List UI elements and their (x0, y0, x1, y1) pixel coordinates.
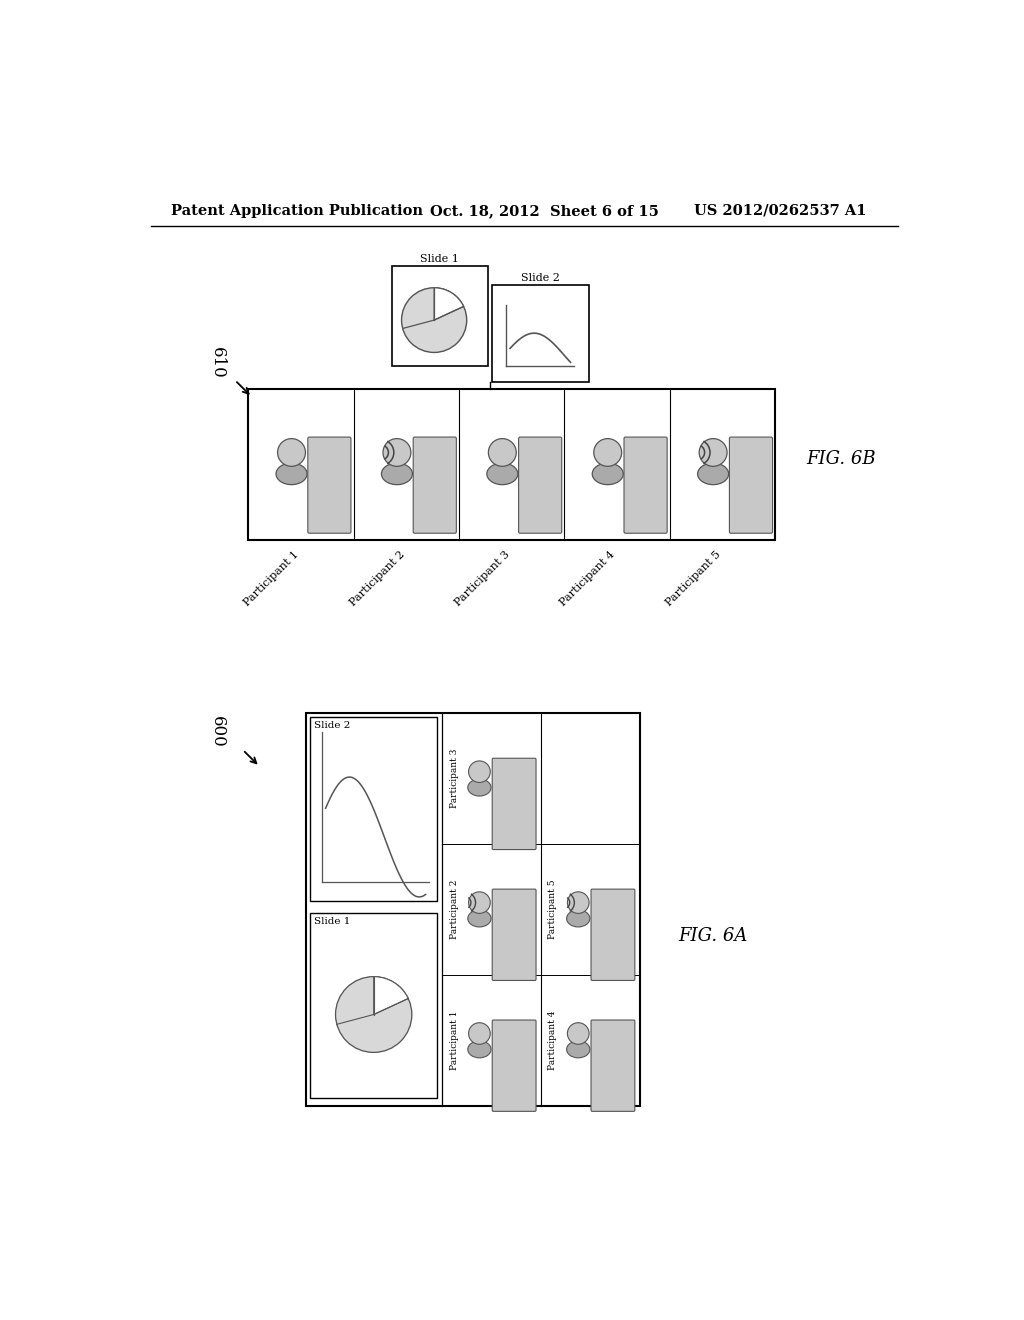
Ellipse shape (276, 463, 307, 484)
Text: FIG. 6B: FIG. 6B (806, 450, 876, 467)
Text: FIG. 6A: FIG. 6A (678, 927, 748, 945)
Ellipse shape (566, 1041, 590, 1057)
Ellipse shape (592, 463, 624, 484)
Circle shape (383, 438, 411, 466)
Text: Slide 1: Slide 1 (314, 917, 350, 925)
Text: US 2012/0262537 A1: US 2012/0262537 A1 (693, 203, 866, 218)
Ellipse shape (697, 463, 729, 484)
Bar (310, 717, 437, 902)
Ellipse shape (381, 463, 413, 484)
Ellipse shape (468, 779, 492, 796)
Text: Oct. 18, 2012  Sheet 6 of 15: Oct. 18, 2012 Sheet 6 of 15 (430, 203, 659, 218)
Text: Slide 2: Slide 2 (314, 721, 350, 730)
Text: Slide 2: Slide 2 (521, 273, 560, 284)
FancyBboxPatch shape (308, 437, 351, 533)
Ellipse shape (486, 463, 518, 484)
Ellipse shape (468, 1041, 492, 1057)
Text: Participant 1: Participant 1 (450, 1010, 459, 1069)
Text: Participant 5: Participant 5 (549, 879, 557, 939)
FancyBboxPatch shape (414, 437, 457, 533)
Circle shape (336, 977, 412, 1052)
Circle shape (469, 892, 490, 913)
Text: Participant 3: Participant 3 (450, 748, 459, 808)
Text: Participant 4: Participant 4 (549, 1010, 557, 1069)
Text: Participant 4: Participant 4 (558, 549, 617, 607)
Circle shape (567, 892, 589, 913)
Text: 600: 600 (209, 717, 225, 748)
Circle shape (699, 438, 727, 466)
FancyBboxPatch shape (493, 758, 536, 850)
Circle shape (594, 438, 622, 466)
FancyBboxPatch shape (624, 437, 668, 533)
Bar (248, 389, 775, 540)
Text: Participant 5: Participant 5 (664, 549, 722, 607)
Ellipse shape (468, 909, 492, 927)
Circle shape (469, 1023, 490, 1044)
Circle shape (401, 288, 467, 352)
Text: 610: 610 (209, 347, 225, 379)
FancyBboxPatch shape (493, 890, 536, 981)
FancyBboxPatch shape (729, 437, 772, 533)
Bar (306, 713, 640, 1106)
Text: Participant 1: Participant 1 (242, 549, 301, 607)
FancyBboxPatch shape (591, 1020, 635, 1111)
Bar (391, 267, 488, 367)
Wedge shape (374, 977, 409, 1015)
FancyBboxPatch shape (493, 1020, 536, 1111)
FancyBboxPatch shape (518, 437, 562, 533)
Circle shape (567, 1023, 589, 1044)
Bar (310, 913, 437, 1097)
Circle shape (469, 760, 490, 783)
FancyBboxPatch shape (591, 890, 635, 981)
Circle shape (278, 438, 305, 466)
Text: Participant 2: Participant 2 (347, 549, 407, 607)
Text: Patent Application Publication: Patent Application Publication (171, 203, 423, 218)
Text: Participant 2: Participant 2 (450, 879, 459, 939)
Ellipse shape (566, 909, 590, 927)
Text: Slide 1: Slide 1 (421, 253, 460, 264)
Wedge shape (434, 288, 464, 321)
Text: Participant 3: Participant 3 (453, 549, 512, 607)
Circle shape (488, 438, 516, 466)
Bar (493, 285, 589, 381)
